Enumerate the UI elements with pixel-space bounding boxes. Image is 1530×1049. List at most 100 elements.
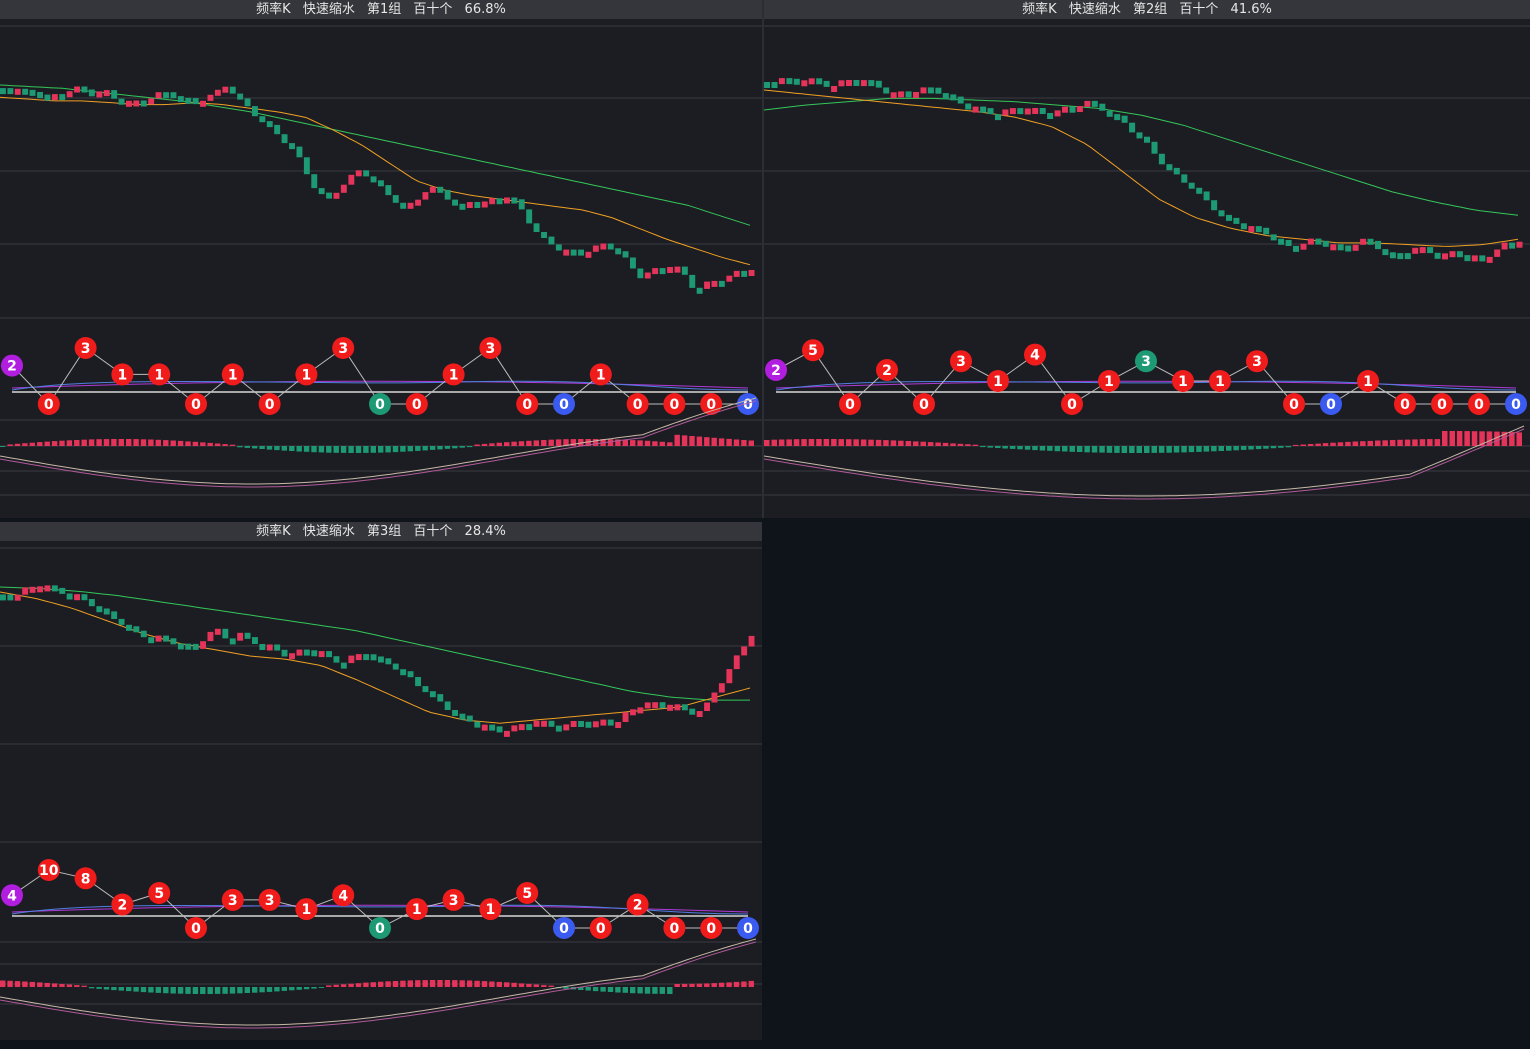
digit-bubble-circle (1394, 393, 1416, 415)
candle (437, 694, 444, 702)
candle (74, 594, 80, 601)
macd-bar (392, 446, 399, 453)
digit-bubble-label: 0 (1437, 397, 1447, 413)
candle (444, 701, 451, 710)
candle (578, 721, 584, 727)
digit-bubble-label: 3 (1141, 354, 1151, 370)
macd-bar (689, 983, 695, 987)
macd-bar (778, 439, 785, 446)
candle (237, 632, 244, 641)
macd-bar (155, 439, 161, 446)
candle (29, 586, 36, 593)
macd-bar (764, 440, 770, 446)
candle (630, 709, 636, 716)
candle (972, 106, 979, 113)
chart-svg: 2 5 0 2 0 3 1 4 0 1 3 1 1 3 0 0 1 0 0 0 0 (764, 25, 1530, 500)
macd-bar (378, 446, 384, 453)
chart-panel-group-3[interactable]: 频率K 快速缩水 第3组 百十个 28.4% 4 10 8 2 5 0 3 3 1 4 0 1 3 1 5 0… (0, 522, 762, 1040)
macd-bar (1151, 446, 1157, 453)
macd-bar (518, 983, 525, 987)
candle (1106, 110, 1113, 117)
candle (1263, 227, 1270, 235)
digit-bubble: 5 (516, 882, 539, 904)
macd-bar (511, 441, 517, 446)
macd-bar (853, 439, 859, 446)
candle (274, 124, 281, 135)
candle (481, 201, 488, 208)
title-mode: 快速缩水 (302, 2, 355, 17)
digit-bubble-circle (1135, 350, 1157, 373)
macd-bar (96, 987, 102, 989)
macd-bar (526, 983, 532, 987)
candle (155, 92, 162, 99)
candle (140, 100, 147, 107)
macd-bar (348, 983, 354, 987)
macd-bar (1069, 446, 1075, 452)
macd-bar (965, 444, 971, 446)
candle (1434, 252, 1441, 259)
panel-title: 频率K 快速缩水 第2组 百十个 41.6% (764, 0, 1530, 19)
macd-bar (592, 439, 599, 446)
macd-bar (311, 987, 317, 989)
candle (733, 655, 740, 670)
candle (170, 92, 177, 99)
digit-bubble: 0 (553, 917, 575, 939)
digit-bubble: 3 (950, 350, 972, 373)
macd-bar (266, 446, 273, 450)
candle (0, 88, 6, 95)
candle (74, 86, 80, 93)
chart-panel-group-1[interactable]: 频率K 快速缩水 第1组 百十个 66.8% 2 0 3 1 1 0 1 0 1 3 0 0 1 3 0 0 1… (0, 0, 762, 518)
macd-bar (259, 987, 265, 993)
digit-bubble-circle (950, 350, 972, 373)
digit-bubble-label: 4 (7, 888, 17, 904)
candle (681, 704, 688, 711)
macd-bar (311, 446, 317, 453)
macd-bar (37, 442, 43, 446)
macd-bar (1389, 440, 1396, 446)
digit-bubble-circle (221, 363, 244, 386)
candle (214, 628, 221, 635)
candle (318, 188, 325, 195)
digit-bubble: 0 (185, 393, 207, 415)
macd-bar (1099, 446, 1105, 453)
digit-bubble: 0 (516, 393, 539, 415)
macd-bar (74, 440, 80, 446)
digit-bubble: 4 (332, 884, 355, 907)
macd-bar (66, 440, 73, 446)
candle (155, 635, 162, 642)
macd-bar (704, 983, 710, 987)
macd-bar (1054, 446, 1061, 452)
macd-bar (400, 446, 406, 452)
macd-bar (526, 440, 532, 446)
chart-panel-group-2[interactable]: 频率K 快速缩水 第2组 百十个 41.6% 2 5 0 2 0 3 1 4 0 1 3 1 1 3 0 0 1… (764, 0, 1530, 518)
candle (281, 134, 288, 144)
digit-bubble-label: 0 (412, 397, 422, 413)
macd-bar (935, 442, 941, 446)
candle (22, 88, 29, 95)
macd-bar (1196, 446, 1202, 452)
digit-bubble: 5 (802, 339, 824, 362)
candle (689, 274, 696, 288)
candle (200, 100, 206, 107)
digit-bubble-label: 2 (7, 359, 17, 375)
candle (838, 80, 845, 87)
candle (496, 726, 503, 733)
candle (504, 197, 510, 204)
digit-bubble-circle (479, 898, 502, 921)
candle (259, 644, 266, 650)
macd-bar (1009, 446, 1016, 449)
macd-bar (214, 443, 221, 446)
candle (1449, 251, 1456, 258)
candle (555, 725, 562, 732)
macd-bar (1084, 446, 1090, 453)
macd-bar (696, 436, 703, 446)
digit-bubble: 1 (405, 898, 428, 921)
digit-bubble: 0 (369, 917, 391, 939)
macd-bar (995, 446, 1001, 448)
digit-bubble-circle (1, 354, 23, 377)
candle (898, 91, 905, 98)
candle (303, 649, 310, 656)
macd-bar (1158, 446, 1165, 453)
macd-bar (1471, 431, 1478, 446)
macd-bar (533, 440, 539, 446)
